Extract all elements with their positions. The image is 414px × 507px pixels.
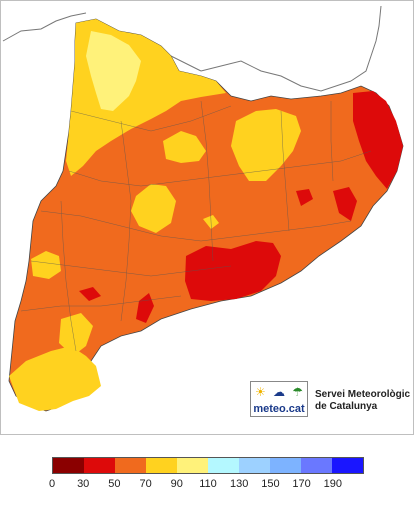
legend-tick-label: 110	[199, 478, 217, 490]
legend-swatch	[146, 458, 177, 473]
legend-swatch	[177, 458, 208, 473]
region-red-small1	[296, 189, 313, 206]
legend-swatch	[270, 458, 301, 473]
legend-ticks: 0 30 50 70 90 110 130 150 170 190	[48, 478, 364, 492]
legend-tick-label: 0	[48, 478, 56, 490]
legend-color-bar	[52, 457, 364, 474]
legend-swatch	[115, 458, 146, 473]
region-yellow-west	[31, 251, 61, 279]
legend-tick-label: 190	[323, 478, 342, 490]
region-yellow-central	[163, 131, 206, 163]
region-yellow-mid	[131, 184, 176, 233]
legend-swatch	[84, 458, 115, 473]
region-red-northeast	[353, 91, 403, 189]
legend-swatch	[239, 458, 270, 473]
sun-icon: ☀	[254, 385, 266, 399]
org-line-2: de Catalunya	[315, 401, 378, 412]
legend-tick-label: 90	[170, 478, 183, 490]
org-line-1: Servei Meteorològic	[315, 389, 411, 400]
legend-swatch	[301, 458, 332, 473]
comarca-borders	[20, 100, 372, 352]
legend-swatch	[53, 458, 84, 473]
legend-tick-label: 130	[230, 478, 249, 490]
logo-icons: ☀ ☁ ☂	[251, 382, 307, 402]
logo-text: meteo.cat	[253, 403, 305, 415]
region-pale-north	[86, 31, 141, 111]
legend-swatch	[208, 458, 239, 473]
legend-tick-label: 30	[77, 478, 90, 490]
region-yellow-delta	[59, 313, 93, 356]
legend-tick-label: 50	[108, 478, 121, 490]
legend-tick-label: 150	[261, 478, 280, 490]
region-red-central	[185, 241, 281, 301]
meteocat-logo: ☀ ☁ ☂ meteo.cat	[250, 381, 308, 417]
legend-swatch	[332, 458, 363, 473]
region-yellow-south	[9, 346, 101, 411]
region-red-small2	[79, 287, 101, 301]
region-red-small3	[136, 293, 154, 323]
legend-tick-label: 170	[292, 478, 311, 490]
region-red-east	[333, 187, 357, 221]
organization-name: Servei Meteorològic de Catalunya	[315, 389, 410, 413]
rain-icon: ☂	[292, 385, 304, 399]
legend-tick-label: 70	[139, 478, 152, 490]
cloud-icon: ☁	[273, 385, 285, 399]
region-yellow-east	[231, 109, 301, 181]
precipitation-map	[2, 5, 404, 412]
map-frame: ☀ ☁ ☂ meteo.cat Servei Meteorològic de C…	[0, 0, 414, 435]
